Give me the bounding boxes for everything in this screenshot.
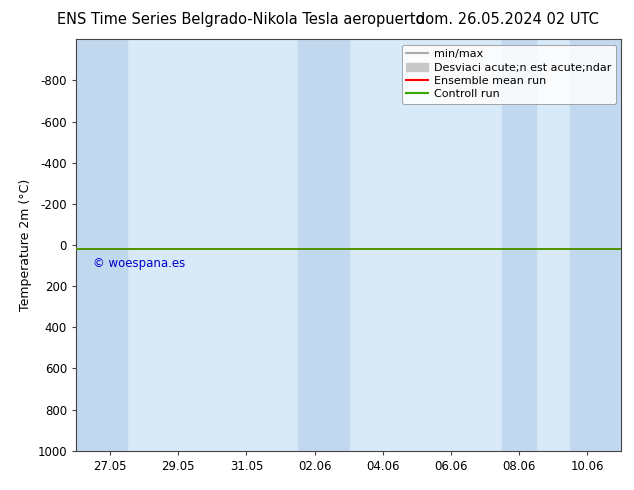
Y-axis label: Temperature 2m (°C): Temperature 2m (°C)	[19, 179, 32, 311]
Legend: min/max, Desviaci acute;n est acute;ndar, Ensemble mean run, Controll run: min/max, Desviaci acute;n est acute;ndar…	[402, 45, 616, 104]
Bar	[76, 39, 127, 451]
Bar	[297, 39, 332, 451]
Bar	[570, 39, 621, 451]
Text: © woespana.es: © woespana.es	[93, 257, 185, 270]
Bar	[332, 39, 349, 451]
Bar	[502, 39, 536, 451]
Text: dom. 26.05.2024 02 UTC: dom. 26.05.2024 02 UTC	[416, 12, 598, 27]
Text: ENS Time Series Belgrado-Nikola Tesla aeropuerto: ENS Time Series Belgrado-Nikola Tesla ae…	[57, 12, 425, 27]
